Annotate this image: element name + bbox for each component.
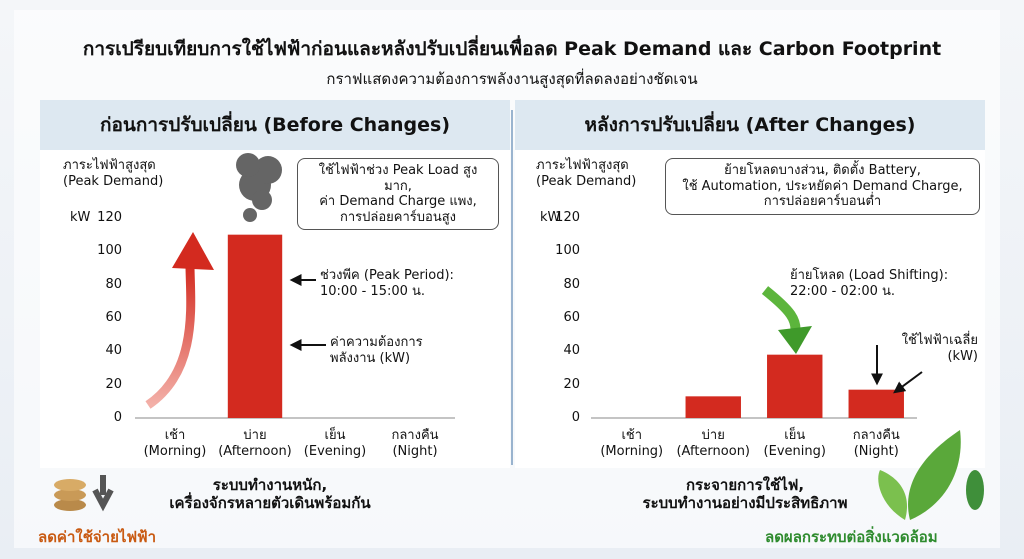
y-tick-label: 0 xyxy=(571,410,580,425)
y-unit: kW xyxy=(70,210,91,225)
y-tick-label: 100 xyxy=(555,243,580,259)
x-tick-label: เช้า (Morning) xyxy=(143,428,207,459)
y-tick-label: 60 xyxy=(563,310,580,325)
annotation-box: ย้ายโหลดบางส่วน, ติดตั้ง Battery, ใช้ Au… xyxy=(665,158,980,215)
bar xyxy=(227,234,283,418)
y-tick-label: 20 xyxy=(105,376,122,392)
annotation-arrow xyxy=(893,371,923,394)
y-tick-label: 80 xyxy=(563,276,580,292)
leaves xyxy=(878,430,984,520)
y-tick-label: 40 xyxy=(563,343,580,359)
rise-arrow-head xyxy=(172,232,214,270)
rise-arrow xyxy=(145,264,196,409)
footer-left: ลดค่าใช้จ่ายไฟฟ้า xyxy=(38,528,157,546)
y-axis-label: ภาระไฟฟ้าสูงสุด (Peak Demand) xyxy=(63,158,164,189)
y-tick-label: 120 xyxy=(555,210,580,225)
y-axis-label: ภาระไฟฟ้าสูงสุด (Peak Demand) xyxy=(536,158,637,189)
y-tick-label: 40 xyxy=(105,343,122,359)
annotation: ช่วงพีค (Peak Period): 10:00 - 15:00 น. xyxy=(320,268,454,299)
x-tick-label: บ่าย (Afternoon) xyxy=(676,428,751,459)
panel-title: หลังการปรับเปลี่ยน (After Changes) xyxy=(584,114,916,136)
annotation: ใช้ไฟฟ้าเฉลี่ย (kW) xyxy=(901,333,978,364)
y-tick-label: 60 xyxy=(105,310,122,325)
bar xyxy=(767,354,823,418)
bar xyxy=(685,396,741,418)
annotation: ค่าความต้องการ พลังงาน (kW) xyxy=(330,335,423,366)
right-panel-header xyxy=(515,100,985,150)
panel-caption: กระจายการใช้ไฟ, ระบบทำงานอย่างมีประสิทธิ… xyxy=(642,476,848,512)
left-panel-header xyxy=(40,100,510,150)
x-tick-label: เย็น (Evening) xyxy=(303,428,367,459)
y-tick-label: 20 xyxy=(563,376,580,392)
annotation-box: ใช้ไฟฟ้าช่วง Peak Load สูงมาก, ค่า Deman… xyxy=(297,158,499,231)
panel-title: ก่อนการปรับเปลี่ยน (Before Changes) xyxy=(99,114,451,136)
page-title: การเปรียบเทียบการใช้ไฟฟ้าก่อนและหลังปรับ… xyxy=(82,38,942,60)
x-tick-label: เย็น (Evening) xyxy=(763,428,826,459)
x-tick-label: กลางคืน (Night) xyxy=(391,428,439,459)
y-tick-label: 120 xyxy=(97,210,122,225)
x-tick-label: กลางคืน (Night) xyxy=(852,428,900,459)
smoke xyxy=(236,153,282,222)
bar xyxy=(848,389,904,418)
page-subtitle: กราฟแสดงความต้องการพลังงานสูงสุดที่ลดลงอ… xyxy=(326,70,698,88)
y-tick-label: 0 xyxy=(113,410,122,425)
footer-right: ลดผลกระทบต่อสิ่งแวดล้อม xyxy=(765,528,938,546)
y-tick-label: 80 xyxy=(105,276,122,292)
x-tick-label: เช้า (Morning) xyxy=(600,428,664,459)
y-unit: kW xyxy=(540,210,561,225)
x-tick-label: บ่าย (Afternoon) xyxy=(218,428,292,459)
coins xyxy=(54,475,114,512)
y-tick-label: 100 xyxy=(97,243,122,259)
panel-caption: ระบบทำงานหนัก, เครื่องจักรหลายตัวเดินพร้… xyxy=(169,476,371,512)
green-arrow-head xyxy=(778,326,812,354)
annotation: ย้ายโหลด (Load Shifting): 22:00 - 02:00 … xyxy=(790,268,949,299)
